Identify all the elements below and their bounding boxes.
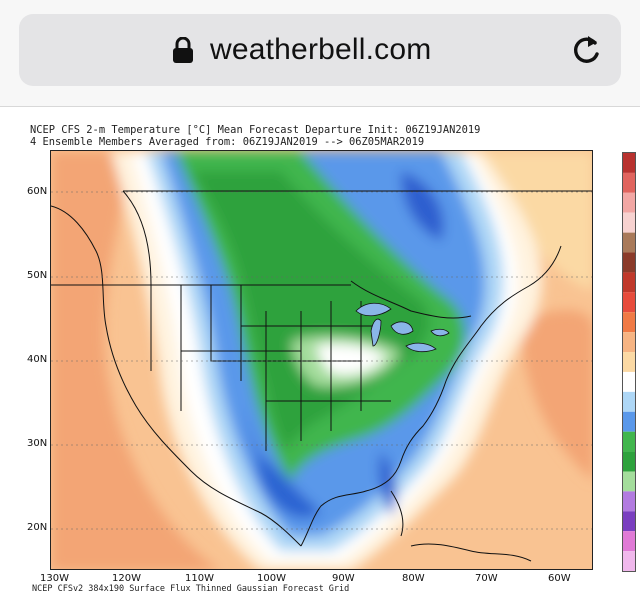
lon-label-130w: 130W xyxy=(40,573,69,584)
grid-lines xyxy=(51,191,592,530)
lat-label-50n: 50N xyxy=(27,270,48,281)
lat-label-60n: 60N xyxy=(27,186,48,197)
address-bar[interactable] xyxy=(19,14,621,86)
lon-label-120w: 120W xyxy=(112,573,141,584)
map-title-line2: 4 Ensemble Members Averaged from: 06Z19J… xyxy=(30,136,425,148)
lon-label-70w: 70W xyxy=(475,573,498,584)
lon-label-90w: 90W xyxy=(332,573,355,584)
anomaly-map-svg xyxy=(51,151,592,569)
map-footer: NCEP CFSv2 384x190 Surface Flux Thinned … xyxy=(32,584,350,594)
address-domain[interactable]: weatherbell.com xyxy=(210,33,432,66)
color-scale-bar xyxy=(622,152,636,572)
temperature-anomaly-map xyxy=(50,150,593,570)
map-title-line1: NCEP CFS 2-m Temperature [°C] Mean Forec… xyxy=(30,124,481,136)
lat-label-40n: 40N xyxy=(27,354,48,365)
lat-label-30n: 30N xyxy=(27,438,48,449)
reload-icon[interactable] xyxy=(568,32,604,68)
browser-chrome: weatherbell.com xyxy=(0,0,640,107)
great-lakes xyxy=(355,302,450,353)
lon-label-80w: 80W xyxy=(402,573,425,584)
lon-label-60w: 60W xyxy=(548,573,571,584)
lock-icon xyxy=(173,37,193,63)
lon-label-110w: 110W xyxy=(185,573,214,584)
lon-label-100w: 100W xyxy=(257,573,286,584)
lat-label-20n: 20N xyxy=(27,522,48,533)
